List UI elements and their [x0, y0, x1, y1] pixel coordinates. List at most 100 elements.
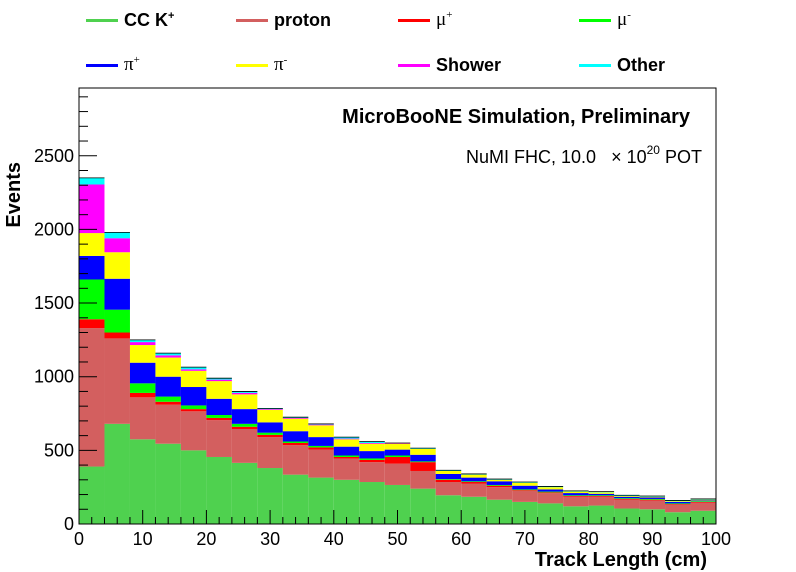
bar-segment-1-17 — [512, 490, 538, 502]
bar-segment-2-11 — [359, 459, 385, 463]
bar-segment-2-4 — [180, 409, 207, 412]
bar-segment-3-17 — [512, 489, 538, 491]
bar-segment-4-16 — [486, 481, 513, 485]
legend-entry: proton — [236, 6, 331, 34]
legend-swatch — [86, 18, 118, 22]
x-tick-label: 10 — [133, 529, 153, 549]
bar-segment-5-2 — [129, 345, 156, 363]
legend-label: proton — [274, 10, 331, 31]
bar-segment-4-17 — [512, 485, 538, 490]
bar-segment-2-16 — [486, 485, 513, 488]
bar-segment-3-24 — [690, 501, 716, 502]
bar-segment-3-22 — [639, 498, 666, 500]
bar-segment-6-7 — [257, 409, 283, 410]
bar-segment-6-6 — [231, 392, 258, 395]
legend-swatch — [236, 63, 268, 67]
bar-segment-6-9 — [308, 424, 334, 426]
bar-segment-0-20 — [588, 505, 615, 524]
chart-title: MicroBooNE Simulation, Preliminary — [342, 106, 691, 128]
bar-segment-5-4 — [180, 370, 207, 388]
bar-segment-3-7 — [257, 432, 283, 435]
bar-segment-1-19 — [563, 496, 589, 507]
bar-segment-3-9 — [308, 445, 334, 448]
bar-segment-6-3 — [155, 355, 181, 358]
bar-segment-3-11 — [359, 458, 385, 460]
legend-superscript: + — [446, 9, 453, 21]
bar-segment-1-24 — [690, 502, 716, 511]
bar-segment-2-13 — [410, 462, 436, 471]
bar-segment-3-21 — [614, 498, 640, 499]
legend-label: μ+ — [436, 9, 452, 31]
bar-segment-1-18 — [537, 493, 564, 504]
legend-superscript: - — [283, 54, 288, 66]
bar-segment-5-24 — [690, 499, 716, 501]
bar-segment-1-6 — [231, 428, 258, 463]
bar-segment-5-7 — [257, 409, 283, 423]
bar-segment-4-14 — [435, 473, 462, 480]
bar-segment-2-3 — [155, 401, 181, 405]
bar-segment-0-6 — [231, 462, 258, 524]
y-axis: 0 500 1000 1500 2000 2500 — [34, 96, 97, 534]
legend-swatch — [579, 18, 611, 22]
bar-segment-4-22 — [639, 497, 666, 499]
bar-segment-7-0 — [79, 177, 105, 185]
y-tick-label: 0 — [64, 514, 74, 534]
bar-segment-1-2 — [129, 397, 156, 440]
x-tick-label: 90 — [642, 529, 662, 549]
bar-segment-5-14 — [435, 470, 462, 474]
bar-segment-0-1 — [104, 423, 130, 524]
bar-segment-6-11 — [359, 442, 385, 444]
bar-segment-5-21 — [614, 496, 640, 497]
bar-segment-1-4 — [180, 411, 207, 451]
bar-segment-1-11 — [359, 462, 385, 483]
legend-swatch — [579, 63, 611, 67]
bar-segment-3-15 — [461, 481, 487, 483]
x-tick-label: 0 — [74, 529, 84, 549]
bar-segment-2-14 — [435, 479, 462, 483]
bar-segment-4-9 — [308, 437, 334, 446]
legend-superscript: + — [133, 54, 140, 66]
legend-label: CC K+ — [124, 10, 174, 31]
legend-entry: Shower — [398, 51, 501, 79]
x-tick-label: 70 — [515, 529, 535, 549]
bar-segment-1-23 — [665, 504, 691, 513]
bar-segment-3-12 — [384, 455, 411, 457]
y-tick-label: 2000 — [34, 219, 74, 239]
bar-segment-4-15 — [461, 477, 487, 482]
bar-segment-2-15 — [461, 482, 487, 484]
bar-segment-4-5 — [206, 398, 232, 415]
bar-segment-4-24 — [690, 500, 716, 502]
bar-segment-2-9 — [308, 447, 334, 450]
bar-segment-2-6 — [231, 426, 258, 429]
bar-segment-6-1 — [104, 238, 130, 253]
bar-segment-5-9 — [308, 425, 334, 438]
bar-segment-3-6 — [231, 423, 258, 427]
bar-segment-3-8 — [282, 441, 309, 443]
bar-segment-3-10 — [333, 455, 360, 457]
legend-swatch — [398, 18, 430, 22]
legend-name: proton — [274, 9, 331, 30]
bar-segment-5-3 — [155, 357, 181, 377]
legend-name: CC K — [124, 9, 168, 30]
bar-segment-7-6 — [231, 391, 258, 393]
histogram-bars — [79, 177, 716, 524]
bar-segment-4-12 — [384, 449, 411, 456]
bar-segment-6-4 — [180, 369, 207, 371]
chart-subtitle: NuMI FHC, 10.0 × 1020 POT — [466, 143, 702, 167]
bar-segment-6-2 — [129, 342, 156, 346]
bar-segment-1-10 — [333, 458, 360, 480]
legend-name: π — [124, 54, 134, 75]
legend-name: μ — [617, 9, 628, 30]
bar-segment-2-23 — [665, 504, 691, 505]
bar-segment-2-22 — [639, 499, 666, 501]
bar-segment-5-23 — [665, 501, 691, 502]
x-tick-label: 40 — [324, 529, 344, 549]
bar-segment-0-9 — [308, 477, 334, 524]
bar-segment-5-11 — [359, 443, 385, 452]
bar-segment-2-24 — [690, 501, 716, 503]
subtitle-text: NuMI FHC, 10.0 — [466, 147, 596, 167]
bar-segment-0-19 — [563, 506, 589, 524]
bar-segment-5-17 — [512, 482, 538, 486]
bar-segment-5-19 — [563, 491, 589, 494]
